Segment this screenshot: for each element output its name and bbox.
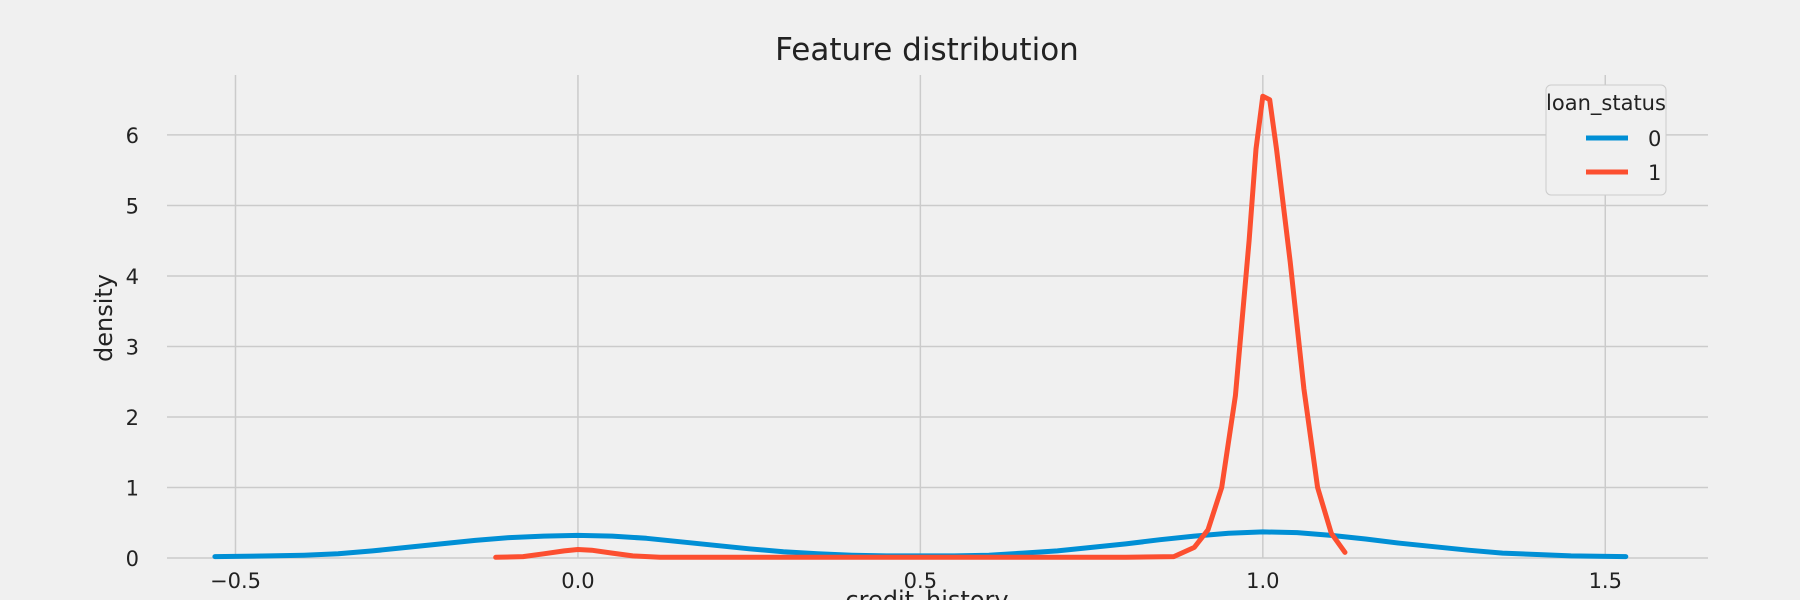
y-tick-label: 0 — [126, 547, 139, 571]
x-tick-label: 1.0 — [1246, 569, 1279, 593]
x-tick-label: −0.5 — [210, 569, 261, 593]
grid — [167, 75, 1708, 559]
legend-title: loan_status — [1546, 91, 1666, 116]
legend-label-1: 1 — [1648, 161, 1661, 185]
legend-label-0: 0 — [1648, 127, 1661, 151]
series-lines — [212, 93, 1629, 560]
y-tick-label: 5 — [126, 194, 139, 218]
x-tick-label: 1.5 — [1589, 569, 1622, 593]
y-tick-label: 2 — [126, 406, 139, 430]
series-line-1 — [493, 93, 1348, 560]
chart-title: Feature distribution — [775, 32, 1079, 68]
legend-entries: 01 — [1586, 127, 1661, 185]
x-tick-label: 0.0 — [561, 569, 594, 593]
tick-labels: −0.5 0.0 0.5 1.0 1.5 0 1 2 3 4 5 6 — [126, 124, 1622, 593]
y-tick-label: 6 — [126, 124, 139, 148]
y-tick-label: 3 — [126, 335, 139, 359]
x-axis-label: credit_history — [845, 586, 1008, 600]
x-tick-label: 0.5 — [904, 569, 937, 593]
legend: loan_status 01 — [1545, 84, 1667, 196]
y-tick-label: 4 — [126, 265, 139, 289]
y-axis-label: density — [90, 274, 118, 362]
y-tick-label: 1 — [126, 476, 139, 500]
